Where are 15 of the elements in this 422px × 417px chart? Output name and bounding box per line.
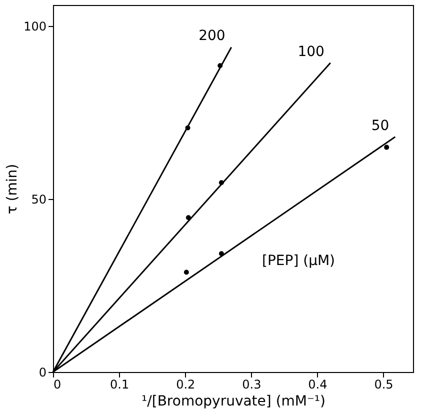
- y-tick-label: 0: [38, 366, 46, 380]
- y-tick-label: 100: [24, 19, 46, 34]
- x-tick-label: 0.5: [374, 378, 394, 392]
- x-tick-label: 0.4: [308, 378, 328, 392]
- x-axis-title: ¹/[Bromopyruvate] (mM⁻¹): [142, 394, 326, 410]
- y-axis-title: τ (min): [4, 164, 21, 214]
- series-label: 50: [371, 118, 390, 134]
- annotation: [PEP] (μM): [262, 253, 336, 270]
- x-tick-label: 0.1: [110, 378, 130, 392]
- y-tick-label: 50: [31, 192, 46, 206]
- series-label: 100: [298, 44, 324, 60]
- series-label: 200: [198, 28, 226, 44]
- x-tick-label: 0: [54, 378, 62, 392]
- x-tick-label: 0.3: [242, 378, 262, 392]
- x-tick-label: 0.2: [176, 378, 196, 392]
